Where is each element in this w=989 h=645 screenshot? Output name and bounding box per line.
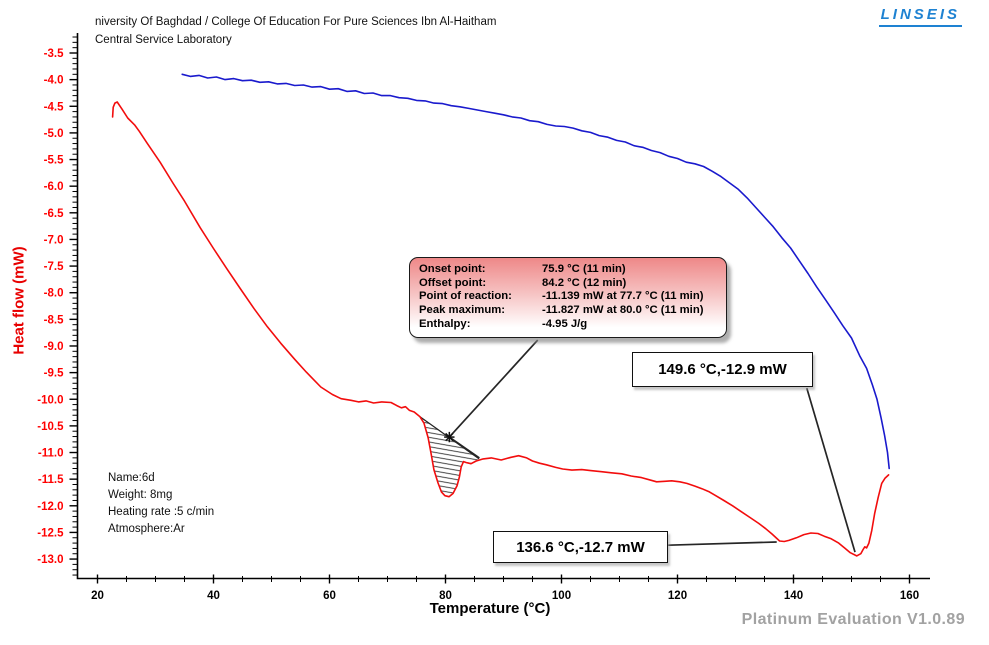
y-tick-label: -12.5: [37, 527, 64, 539]
sample-atmosphere: Atmosphere:Ar: [108, 523, 185, 535]
x-tick-label: 60: [323, 590, 336, 602]
result-row-reaction: Point of reaction: -11.139 mW at 77.7 °C…: [419, 290, 704, 303]
linseis-logo: LINSEIS: [878, 6, 962, 27]
result-row-peak-max: Peak maximum: -11.827 mW at 80.0 °C (11 …: [419, 304, 704, 317]
y-tick-label: -11.0: [38, 448, 64, 460]
y-tick-label: -4.0: [44, 75, 64, 87]
x-tick-label: 120: [668, 590, 687, 602]
axis-frame: [76, 33, 930, 580]
y-tick-label: -8.5: [44, 314, 64, 326]
cooling-curve: [181, 73, 891, 470]
result-row-onset: Onset point: 75.9 °C (11 min): [419, 263, 626, 275]
x-tick-label: 160: [900, 590, 919, 602]
x-tick-label: 100: [552, 590, 571, 602]
institution-line1: niversity Of Baghdad / College Of Educat…: [95, 16, 497, 28]
software-version-label: Platinum Evaluation V1.0.89: [741, 611, 965, 628]
y-tick-label: -3.5: [44, 48, 64, 60]
x-tick-label: 140: [784, 590, 803, 602]
y-tick-label: -10.5: [37, 421, 64, 433]
x-tick-label: 20: [91, 590, 104, 602]
y-tick-label: -6.0: [44, 181, 64, 193]
y-tick-label: -9.5: [44, 368, 64, 380]
result-row-enthalpy: Enthalpy: -4.95 J/g: [419, 317, 588, 330]
result-row-offset: Offset point: 84.2 °C (12 min): [419, 276, 627, 289]
y-tick-label: -6.5: [44, 208, 64, 220]
leader-line-1: [448, 339, 539, 438]
sample-info: Name:6d Weight: 8mg Heating rate :5 c/mi…: [108, 470, 214, 538]
y-tick-label: -7.0: [44, 234, 64, 246]
y-tick-label: -13.0: [37, 554, 63, 566]
y-tick-label: -8.0: [44, 288, 64, 300]
reaction-marker: [445, 432, 454, 442]
x-axis-title: Temperature (°C): [429, 600, 551, 617]
x-tick-label: 80: [439, 590, 452, 602]
peak-results-box[interactable]: Onset point: 75.9 °C (11 min) Offset poi…: [409, 257, 727, 338]
leader-line-3: [805, 387, 856, 553]
x-tick-label: 40: [207, 590, 220, 602]
leader-line-2: [448, 436, 480, 459]
y-axis-title: Heat flow (mW): [10, 246, 28, 355]
y-tick-label: -12.0: [37, 501, 63, 513]
sample-weight: Weight: 8mg: [108, 489, 173, 501]
sample-heating-rate: Heating rate :5 c/min: [108, 506, 215, 518]
peak-hatch-area: [420, 416, 480, 497]
point-label-136[interactable]: 136.6 °C,-12.7 mW: [493, 531, 668, 563]
report-header: niversity Of Baghdad / College Of Educat…: [95, 13, 496, 49]
sample-name: Name:6d: [108, 472, 155, 484]
y-tick-label: -9.0: [44, 341, 64, 353]
institution-line2: Central Service Laboratory: [95, 34, 232, 46]
y-tick-label: -10.0: [37, 394, 63, 406]
y-tick-label: -4.5: [44, 101, 64, 113]
y-tick-label: -7.5: [44, 261, 64, 273]
y-tick-label: -5.0: [44, 128, 64, 140]
heating-curve: [111, 101, 890, 557]
y-tick-label: -5.5: [44, 155, 64, 167]
y-tick-label: -11.5: [38, 474, 64, 486]
leader-line-4: [668, 541, 777, 547]
point-label-149[interactable]: 149.6 °C,-12.9 mW: [632, 352, 813, 387]
